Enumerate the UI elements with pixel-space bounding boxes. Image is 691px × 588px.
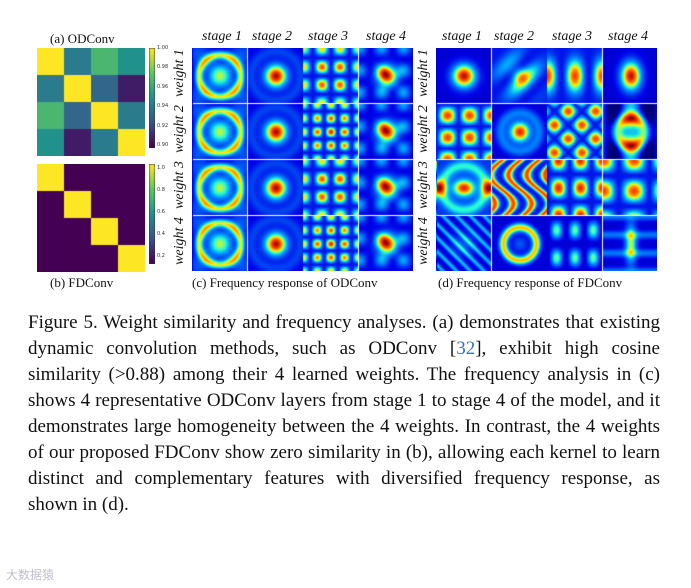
panel-a-title: (a) ODConv: [50, 31, 115, 46]
caption-reference-link[interactable]: 32: [456, 338, 476, 359]
odconv-colorbar-tick: 0.90: [157, 142, 169, 148]
odconv-similarity-heatmap: [37, 48, 145, 156]
d-weight-label-1: weight 1: [416, 49, 431, 97]
fdconv-colorbar-tick: 0.6: [157, 209, 165, 215]
d-stage-label-4: stage 4: [608, 29, 649, 44]
d-stage-label-2: stage 2: [494, 29, 535, 44]
fdconv-similarity-heatmap: [37, 164, 145, 272]
fdconv-colorbar-tick: 0.8: [157, 187, 165, 193]
c-stage-label-4: stage 4: [366, 29, 407, 44]
d-stage-label-3: stage 3: [552, 29, 593, 44]
odconv-colorbar-tick: 0.92: [157, 122, 169, 129]
panel-c-title: (c) Frequency response of ODConv: [192, 275, 378, 290]
fdconv-frequency-response-grid: [436, 48, 657, 271]
c-weight-label-3: weight 3: [172, 161, 187, 209]
c-stage-label-3: stage 3: [308, 29, 349, 44]
fdconv-colorbar-tick: 0.4: [157, 231, 165, 237]
c-stage-label-1: stage 1: [202, 29, 243, 44]
c-weight-label-4: weight 4: [172, 217, 187, 265]
odconv-frequency-response-grid: [192, 48, 413, 271]
figure-caption: Figure 5. Weight similarity and frequenc…: [28, 310, 660, 518]
odconv-colorbar-tick: 0.98: [157, 64, 169, 71]
fdconv-colorbar-tick: 0.2: [157, 253, 165, 259]
panel-d-title: (d) Frequency response of FDConv: [438, 275, 623, 290]
d-weight-label-2: weight 2: [416, 105, 431, 153]
c-stage-label-2: stage 2: [252, 29, 293, 44]
panel-b-title: (b) FDConv: [50, 275, 114, 290]
caption-text-1: Figure 5. Weight similarity and frequenc…: [28, 312, 660, 359]
c-weight-label-2: weight 2: [172, 105, 187, 153]
odconv-colorbar-tick: 0.96: [157, 83, 169, 90]
fdconv-colorbar: [149, 164, 155, 264]
d-weight-label-4: weight 4: [416, 217, 431, 265]
odconv-colorbar-tick: 1.00: [157, 45, 169, 51]
caption-text-2: ], exhibit high cosine similarity (>0.88…: [28, 338, 660, 515]
d-stage-label-1: stage 1: [442, 29, 483, 44]
odconv-colorbar: [149, 48, 155, 148]
fdconv-colorbar-tick: 1.0: [157, 165, 165, 171]
watermark: 大数据猿: [6, 568, 55, 582]
c-weight-label-1: weight 1: [172, 49, 187, 97]
d-weight-label-3: weight 3: [416, 161, 431, 209]
odconv-colorbar-tick: 0.94: [157, 103, 169, 110]
